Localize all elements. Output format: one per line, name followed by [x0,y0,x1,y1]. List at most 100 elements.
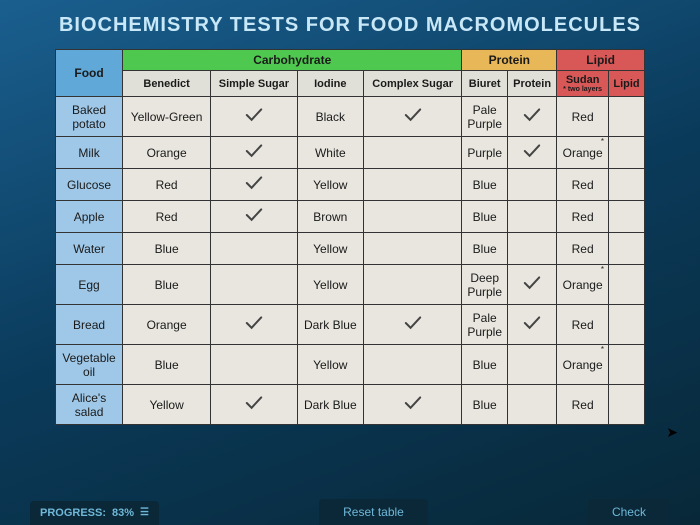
complex-sugar-cell [363,345,461,385]
simple-sugar-cell [211,201,298,233]
table-row: MilkOrange White Purple Orange* [56,137,645,169]
lipid-cell [609,97,645,137]
header-protein: Protein [462,50,557,71]
table-row: EggBlue Yellow DeepPurple Orange* [56,265,645,305]
sudan-cell: Orange* [557,265,609,305]
progress-label: PROGRESS: [40,507,106,519]
progress-icon[interactable]: ☰ [140,509,149,517]
complex-sugar-cell [363,169,461,201]
lipid-cell [609,201,645,233]
header-protein2: Protein [507,71,556,97]
protein-cell [507,265,556,305]
header-lipid: Lipid [557,50,645,71]
lipid-cell [609,169,645,201]
sudan-cell: Red [557,201,609,233]
iodine-cell: Yellow [297,169,363,201]
benedict-cell: Orange [123,305,211,345]
complex-sugar-cell [363,305,461,345]
food-cell: Bread [56,305,123,345]
benedict-cell: Red [123,169,211,201]
page-title: BIOCHEMISTRY TESTS FOR FOOD MACROMOLECUL… [0,0,700,49]
progress-value: 83% [112,507,134,519]
lipid-cell [609,137,645,169]
header-lipid2: Lipid [609,71,645,97]
food-cell: Milk [56,137,123,169]
biuret-cell: PalePurple [462,97,508,137]
bottom-bar: PROGRESS: 83% ☰ Reset table Check [0,497,700,525]
header-carbohydrate: Carbohydrate [123,50,462,71]
lipid-cell [609,233,645,265]
benedict-cell: Orange [123,137,211,169]
protein-cell [507,345,556,385]
header-biuret: Biuret [462,71,508,97]
header-food: Food [56,50,123,97]
food-cell: Bakedpotato [56,97,123,137]
complex-sugar-cell [363,97,461,137]
lipid-cell [609,345,645,385]
simple-sugar-cell [211,265,298,305]
biuret-cell: Blue [462,385,508,425]
complex-sugar-cell [363,137,461,169]
sudan-cell: Red [557,305,609,345]
simple-sugar-cell [211,345,298,385]
header-sudan-note: * two layers [559,86,606,93]
progress-box: PROGRESS: 83% ☰ [30,501,159,525]
complex-sugar-cell [363,265,461,305]
cursor-icon: ➤ [666,424,678,441]
simple-sugar-cell [211,169,298,201]
protein-cell [507,305,556,345]
sudan-cell: Red [557,169,609,201]
table-row: VegetableoilBlueYellowBlueOrange* [56,345,645,385]
complex-sugar-cell [363,385,461,425]
simple-sugar-cell [211,233,298,265]
biuret-cell: Blue [462,345,508,385]
iodine-cell: Yellow [297,345,363,385]
complex-sugar-cell [363,233,461,265]
header-simple-sugar: Simple Sugar [211,71,298,97]
food-cell: Vegetableoil [56,345,123,385]
iodine-cell: White [297,137,363,169]
iodine-cell: Dark Blue [297,385,363,425]
iodine-cell: Yellow [297,233,363,265]
simple-sugar-cell [211,305,298,345]
protein-cell [507,137,556,169]
biuret-cell: Blue [462,169,508,201]
reset-button[interactable]: Reset table [319,499,428,525]
benedict-cell: Yellow-Green [123,97,211,137]
benedict-cell: Yellow [123,385,211,425]
table-row: AppleRedBrownBlueRed [56,201,645,233]
table-row: Alice'ssaladYellowDark BlueBlueRed [56,385,645,425]
food-cell: Alice'ssalad [56,385,123,425]
food-cell: Egg [56,265,123,305]
biochem-table: Food Carbohydrate Protein Lipid Benedict… [55,49,645,425]
benedict-cell: Blue [123,233,211,265]
protein-cell [507,385,556,425]
protein-cell [507,97,556,137]
header-sudan: Sudan* two layers [557,71,609,97]
simple-sugar-cell [211,137,298,169]
simple-sugar-cell [211,385,298,425]
iodine-cell: Black [297,97,363,137]
food-cell: Water [56,233,123,265]
table-row: BakedpotatoYellow-Green Black PalePurple Re… [56,97,645,137]
table-row: WaterBlueYellowBlueRed [56,233,645,265]
iodine-cell: Yellow [297,265,363,305]
header-iodine: Iodine [297,71,363,97]
lipid-cell [609,265,645,305]
sudan-cell: Red [557,97,609,137]
complex-sugar-cell [363,201,461,233]
benedict-cell: Blue [123,265,211,305]
biuret-cell: DeepPurple [462,265,508,305]
check-button[interactable]: Check [588,499,670,525]
food-cell: Apple [56,201,123,233]
iodine-cell: Brown [297,201,363,233]
lipid-cell [609,385,645,425]
biuret-cell: Purple [462,137,508,169]
header-row-2: Benedict Simple Sugar Iodine Complex Sug… [56,71,645,97]
benedict-cell: Red [123,201,211,233]
iodine-cell: Dark Blue [297,305,363,345]
header-sudan-label: Sudan [566,74,600,86]
biuret-cell: Blue [462,201,508,233]
protein-cell [507,169,556,201]
sudan-cell: Orange* [557,137,609,169]
